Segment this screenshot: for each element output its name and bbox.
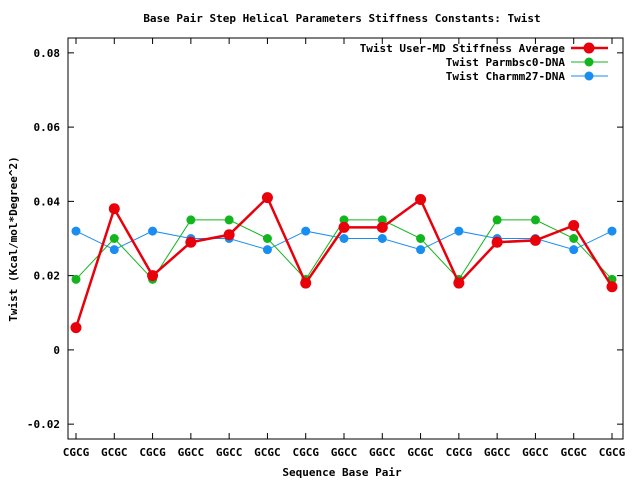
data-point xyxy=(376,221,388,233)
data-point xyxy=(416,245,426,255)
x-tick-label: GGCC xyxy=(178,446,205,459)
legend-marker xyxy=(583,42,595,54)
x-tick-label: CGCG xyxy=(63,446,90,459)
x-tick-label: CGCG xyxy=(139,446,166,459)
series-1 xyxy=(71,215,617,284)
legend-marker xyxy=(584,71,594,81)
x-tick-label: CGCG xyxy=(292,446,319,459)
legend-label: Twist Parmbsc0-DNA xyxy=(446,56,566,69)
data-point xyxy=(261,192,273,204)
legend-label: Twist Charmm27-DNA xyxy=(446,70,566,83)
data-point xyxy=(108,203,120,215)
legend-marker xyxy=(584,57,594,67)
data-point xyxy=(186,215,196,225)
data-point xyxy=(377,215,387,225)
data-point xyxy=(416,234,426,243)
x-tick-label: GCGC xyxy=(101,446,128,459)
x-tick-label: GGCC xyxy=(331,446,358,459)
data-point xyxy=(223,229,235,241)
x-tick-label: GGCC xyxy=(522,446,549,459)
data-point xyxy=(262,234,272,243)
x-axis-label: Sequence Base Pair xyxy=(282,466,402,479)
data-point xyxy=(339,234,349,243)
data-point xyxy=(453,277,465,289)
data-point xyxy=(529,234,541,246)
data-point xyxy=(338,221,350,233)
data-point xyxy=(301,226,311,236)
axis-ticks: -0.02 0 0.02 0.04 0.06 0.08 CGCG GCGC CGCG GGCC GG… xyxy=(27,38,626,459)
plot-frame xyxy=(67,37,624,440)
data-point xyxy=(224,215,234,225)
data-point xyxy=(415,194,427,206)
y-tick-label: 0.06 xyxy=(34,121,61,134)
data-point xyxy=(339,215,349,225)
data-point xyxy=(607,226,617,236)
y-axis-label: Twist (Kcal/mol*Degree^2) xyxy=(7,156,20,322)
chart-title: Base Pair Step Helical Parameters Stiffn… xyxy=(143,12,540,25)
y-tick-label: 0.04 xyxy=(34,195,61,208)
data-point xyxy=(262,245,272,255)
data-point xyxy=(530,215,540,225)
data-point xyxy=(454,226,464,236)
data-point xyxy=(71,274,81,284)
y-tick-label: 0.08 xyxy=(34,47,61,60)
data-point xyxy=(70,322,82,334)
data-point xyxy=(569,234,579,243)
x-tick-label: GGCC xyxy=(369,446,396,459)
data-point xyxy=(109,245,119,255)
x-tick-label: GGCC xyxy=(216,446,243,459)
data-point xyxy=(147,270,159,282)
x-tick-label: GCGC xyxy=(254,446,281,459)
y-tick-label: 0 xyxy=(53,344,60,357)
data-point xyxy=(185,236,197,248)
series-0 xyxy=(70,192,618,334)
data-point xyxy=(377,234,387,243)
data-point xyxy=(568,220,580,232)
y-tick-label: 0.02 xyxy=(34,270,61,283)
data-point xyxy=(492,215,502,225)
data-point xyxy=(148,226,158,236)
data-point xyxy=(300,277,312,289)
x-tick-label: CGCG xyxy=(599,446,626,459)
x-tick-label: GGCC xyxy=(484,446,511,459)
data-point xyxy=(606,281,618,293)
data-point xyxy=(491,236,503,248)
x-tick-label: GCGC xyxy=(560,446,587,459)
x-tick-label: GCGC xyxy=(407,446,434,459)
y-tick-label: -0.02 xyxy=(27,418,60,431)
data-point xyxy=(71,226,81,236)
series-layer xyxy=(70,192,618,334)
x-tick-label: CGCG xyxy=(446,446,473,459)
data-point xyxy=(569,245,579,255)
data-point xyxy=(109,234,119,243)
legend-label: Twist User-MD Stiffness Average xyxy=(360,42,566,55)
